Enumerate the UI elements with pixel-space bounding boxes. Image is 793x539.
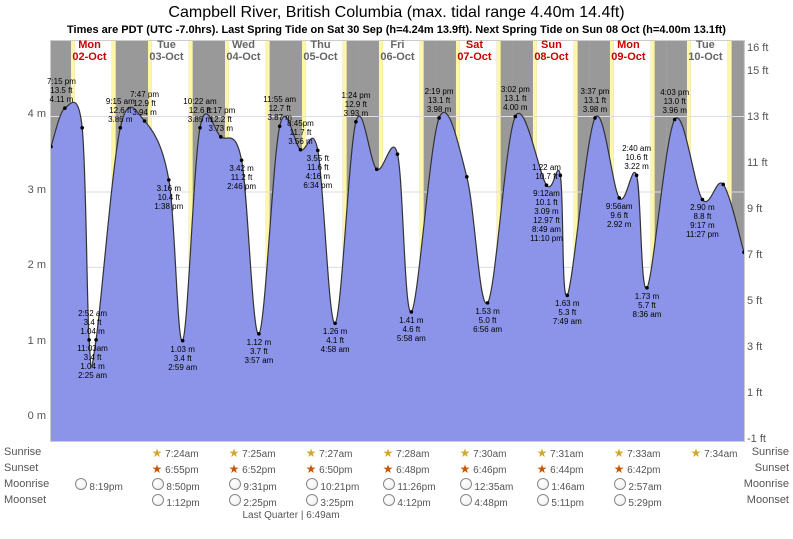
tide-extrema-label: 7:47 pm12.9 ft3.94 m: [120, 90, 170, 117]
y-tick-right: 13 ft: [747, 111, 768, 123]
tide-extrema-label: 8:45pm11.7 ft3.56 m: [275, 119, 325, 146]
footer-row-label-right: Sunset: [755, 462, 789, 474]
tide-extrema-label: 3.42 m11.2 ft2:46 pm: [217, 164, 267, 191]
footer-event: 8:19pm: [75, 478, 123, 493]
footer-row-label-right: Moonrise: [744, 478, 789, 490]
day-label: Sat07-Oct: [436, 39, 513, 63]
footer-event: 1:46am: [537, 478, 585, 493]
day-label: Mon09-Oct: [590, 39, 667, 63]
footer-event: 10:21pm: [306, 478, 360, 493]
day-label: Tue10-Oct: [667, 39, 744, 63]
tide-extrema-label: 1.41 m4.6 ft5:58 am: [386, 316, 436, 343]
footer-event: 12:35am: [460, 478, 514, 493]
footer-event: ★ 7:30am: [460, 446, 507, 460]
tide-extrema-label: 1.63 m5.3 ft7:49 am: [542, 299, 592, 326]
footer-row-label-left: Sunrise: [4, 446, 41, 458]
footer-event: ★ 6:42pm: [614, 462, 661, 476]
footer-event: ★ 7:27am: [306, 446, 353, 460]
tide-extrema-label: 9:56am9.6 ft2.92 m: [594, 202, 644, 229]
y-tick-right: 9 ft: [747, 203, 762, 215]
tide-extrema-label: 1.26 m4.1 ft4:58 am: [310, 327, 360, 354]
tide-extrema-label: 1.22 am10.7 ft: [521, 163, 571, 181]
footer-event: ★ 6:50pm: [306, 462, 353, 476]
footer-event: 2:57am: [614, 478, 662, 493]
y-tick-left: 1 m: [28, 335, 46, 347]
last-quarter-label: Last Quarter | 6:49am: [242, 510, 339, 521]
footer-row-label-right: Sunrise: [752, 446, 789, 458]
footer-event: ★ 7:25am: [229, 446, 276, 460]
tide-extrema-label: 2.90 m8.8 ft9:17 m11:27 pm: [677, 203, 727, 239]
y-tick-right: 5 ft: [747, 295, 762, 307]
day-label: Tue03-Oct: [128, 39, 205, 63]
footer-row-label-left: Moonset: [4, 494, 46, 506]
footer-row-label-right: Moonset: [747, 494, 789, 506]
tide-extrema-label: 1.53 m5.0 ft6:56 am: [463, 307, 513, 334]
footer-event: ★ 7:31am: [537, 446, 584, 460]
y-tick-right: 16 ft: [747, 42, 768, 54]
tide-extrema-label: 1:24 pm12.9 ft3.93 m: [331, 91, 381, 118]
plot-area: Mon02-OctTue03-OctWed04-OctThu05-OctFri0…: [50, 40, 745, 442]
footer-event: ★ 6:52pm: [229, 462, 276, 476]
y-tick-right: 1 ft: [747, 387, 762, 399]
tide-extrema-label: 11:03am3.4 ft1.04 m2:25 am: [68, 344, 118, 380]
day-label: Mon02-Oct: [51, 39, 128, 63]
footer-event: ★ 7:33am: [614, 446, 661, 460]
y-tick-left: 0 m: [28, 410, 46, 422]
y-tick-right: 11 ft: [747, 157, 768, 169]
footer-event: 4:12pm: [383, 494, 431, 509]
footer-event: ★ 6:55pm: [152, 462, 199, 476]
footer-event: ★ 7:34am: [691, 446, 738, 460]
footer-event: ★ 7:24am: [152, 446, 199, 460]
tide-extrema-label: 3.16 m10.4 ft1:38 pm: [144, 184, 194, 211]
footer-event: 4:48pm: [460, 494, 508, 509]
tide-extrema-label: 2:40 am10.6 ft3.22 m: [612, 144, 662, 171]
footer-row-label-left: Moonrise: [4, 478, 49, 490]
footer-event: 9:31pm: [229, 478, 277, 493]
tide-extrema-label: 4:03 pm13.0 ft3.96 m: [650, 88, 700, 115]
footer-event: 1:12pm: [152, 494, 200, 509]
footer-event: 3:25pm: [306, 494, 354, 509]
y-tick-right: -1 ft: [747, 433, 766, 445]
day-label: Wed04-Oct: [205, 39, 282, 63]
tide-extrema-label: 2:52 am3.4 ft1.04 m: [68, 309, 118, 336]
footer-row-label-left: Sunset: [4, 462, 38, 474]
day-label: Sun08-Oct: [513, 39, 590, 63]
y-tick-right: 3 ft: [747, 341, 762, 353]
tide-extrema-label: 1.03 m3.4 ft2:59 am: [158, 345, 208, 372]
y-tick-left: 3 m: [28, 184, 46, 196]
tide-extrema-label: 3:37 pm13.1 ft3.98 m: [570, 87, 620, 114]
footer-event: ★ 6:44pm: [537, 462, 584, 476]
tide-extrema-label: 3:02 pm13.1 ft4.00 m: [490, 85, 540, 112]
footer-event: 5:29pm: [614, 494, 662, 509]
tide-extrema-label: 1.73 m5.7 ft8:36 am: [622, 292, 672, 319]
tide-extrema-label: 3.55 ft11.6 ft4:16 m6:34 pm: [293, 154, 343, 190]
y-axis-right: -1 ft1 ft3 ft5 ft7 ft9 ft11 ft13 ft15 ft…: [745, 40, 793, 440]
footer-event: ★ 6:48pm: [383, 462, 430, 476]
tide-extrema-label: 1.12 m3.7 ft3:57 am: [234, 338, 284, 365]
chart-subtitle: Times are PDT (UTC -7.0hrs). Last Spring…: [0, 24, 793, 36]
day-label: Thu05-Oct: [282, 39, 359, 63]
footer-event: 11:26pm: [383, 478, 436, 493]
tide-extrema-label: 7:15 pm13.5 ft4.11 m: [36, 77, 86, 104]
footer-event: 8:50pm: [152, 478, 200, 493]
footer-event: 5:11pm: [537, 494, 584, 509]
y-tick-right: 15 ft: [747, 65, 768, 77]
y-tick-left: 2 m: [28, 259, 46, 271]
footer-rows: Sunrise Sunrise ★ 7:24am ★ 7:25am ★ 7:27am ★ …: [0, 446, 793, 530]
chart-title: Campbell River, British Columbia (max. t…: [0, 4, 793, 22]
tide-extrema-label: 8:17 pm12.2 ft3.73 m: [196, 106, 246, 133]
footer-event: 2:25pm: [229, 494, 277, 509]
footer-event: ★ 7:28am: [383, 446, 430, 460]
tide-extrema-label: 2:19 pm13.1 ft3.98 m: [414, 87, 464, 114]
y-tick-right: 7 ft: [747, 249, 762, 261]
day-label: Fri06-Oct: [359, 39, 436, 63]
y-tick-left: 4 m: [28, 108, 46, 120]
tide-extrema-label: 9:12am10.1 ft3.09 m12.97 ft8:49 am11:10 …: [521, 189, 571, 243]
tide-chart-container: Campbell River, British Columbia (max. t…: [0, 0, 793, 539]
footer-event: ★ 6:46pm: [460, 462, 507, 476]
